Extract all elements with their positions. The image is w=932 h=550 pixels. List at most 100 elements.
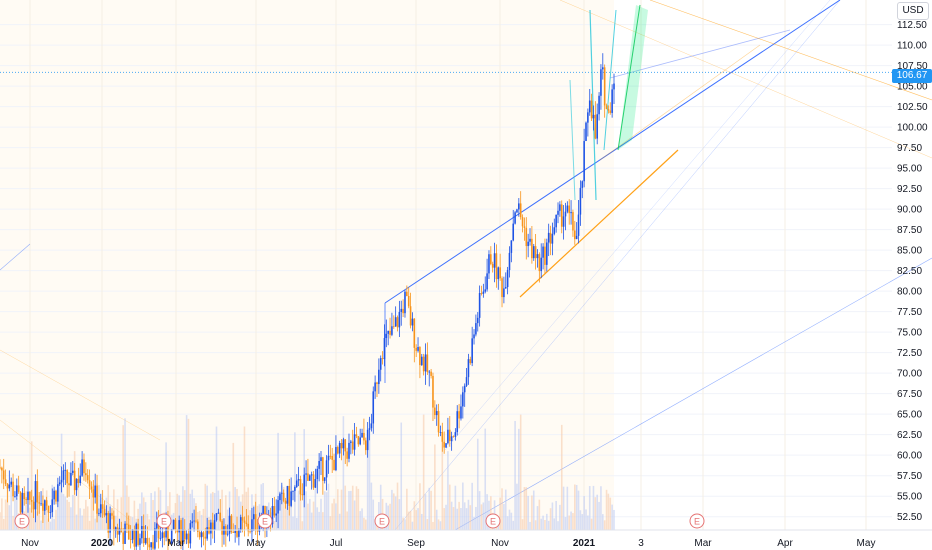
volume-bar bbox=[131, 517, 134, 530]
volume-bar bbox=[170, 514, 173, 530]
candle-body bbox=[92, 489, 95, 498]
volume-bar bbox=[2, 518, 5, 530]
candle-body bbox=[4, 479, 7, 484]
candle-body bbox=[605, 105, 608, 110]
volume-bar bbox=[327, 483, 330, 530]
volume-bar bbox=[469, 505, 472, 530]
candle-body bbox=[562, 216, 565, 227]
volume-bar bbox=[288, 501, 291, 530]
volume-bar bbox=[331, 503, 333, 530]
candle-body bbox=[456, 411, 459, 433]
candle-body bbox=[566, 205, 569, 212]
candle-body bbox=[219, 512, 222, 521]
volume-bar bbox=[79, 508, 82, 530]
volume-bar bbox=[286, 500, 289, 530]
volume-bar bbox=[579, 510, 582, 530]
volume-bar bbox=[281, 485, 283, 530]
candle-body bbox=[277, 500, 279, 514]
candle-body bbox=[141, 526, 143, 539]
volume-bar bbox=[282, 487, 285, 530]
candle-body bbox=[318, 460, 320, 469]
trend-line bbox=[0, 349, 161, 441]
candle-body bbox=[559, 204, 561, 211]
y-tick-label: 85.00 bbox=[897, 246, 922, 257]
earnings-marker bbox=[485, 513, 501, 529]
volume-bar bbox=[344, 485, 347, 530]
volume-bar bbox=[447, 451, 449, 530]
candle-body bbox=[301, 494, 304, 496]
candle-body bbox=[101, 504, 104, 509]
candle-body bbox=[353, 434, 356, 450]
price-axis[interactable]: 112.50 110.00 107.50 105.00 102.50 100.00 97.5… bbox=[897, 20, 928, 523]
volume-bar bbox=[575, 484, 578, 530]
x-tick-label: Sep bbox=[407, 538, 425, 549]
currency-badge[interactable]: USD bbox=[897, 2, 929, 20]
y-tick-label: 97.50 bbox=[897, 143, 922, 154]
candle-body bbox=[193, 520, 195, 522]
candle-body bbox=[135, 523, 138, 547]
candle-body bbox=[14, 496, 16, 498]
candle-body bbox=[491, 263, 494, 268]
candle-body bbox=[385, 333, 388, 339]
volume-bar bbox=[292, 516, 294, 530]
candle-body bbox=[230, 515, 233, 533]
candle-body bbox=[12, 481, 14, 497]
candle-body bbox=[611, 89, 613, 113]
candle-body bbox=[519, 203, 522, 218]
candle-body bbox=[596, 114, 599, 139]
candle-body bbox=[609, 110, 612, 113]
candle-body bbox=[148, 544, 151, 548]
volume-bar bbox=[402, 517, 404, 530]
candle-body bbox=[392, 326, 395, 328]
volume-bar bbox=[465, 508, 468, 530]
volume-bar bbox=[406, 488, 408, 530]
candle-body bbox=[109, 513, 111, 533]
volume-bar bbox=[574, 484, 576, 530]
volume-bar bbox=[562, 486, 565, 530]
volume-bar bbox=[221, 489, 223, 530]
volume-bar bbox=[116, 499, 119, 530]
volume-bar bbox=[215, 426, 218, 530]
x-tick-label: Nov bbox=[21, 538, 39, 549]
volume-bar bbox=[435, 509, 438, 530]
volume-bar bbox=[189, 493, 192, 530]
candle-body bbox=[83, 459, 85, 474]
volume-bar bbox=[564, 517, 567, 530]
candle-body bbox=[350, 441, 352, 443]
candle-body bbox=[575, 235, 578, 240]
y-tick-label: 62.50 bbox=[897, 430, 922, 441]
y-tick-label: 90.00 bbox=[897, 205, 922, 216]
trend-line bbox=[454, 257, 932, 531]
volume-bar bbox=[301, 521, 304, 530]
volume-bar bbox=[122, 425, 124, 530]
volume-bar bbox=[247, 487, 250, 530]
time-axis[interactable]: Nov 2020 Mar May Jul Sep Nov 2021 3 Mar Apr May bbox=[0, 529, 932, 549]
earnings-marker-label: E bbox=[694, 517, 700, 527]
volume-bar bbox=[176, 493, 179, 530]
candle-body bbox=[249, 531, 251, 533]
volume-bar bbox=[484, 428, 487, 530]
earnings-marker-label: E bbox=[262, 517, 268, 527]
volume-bar bbox=[154, 491, 156, 530]
candle-body bbox=[523, 226, 526, 228]
y-tick-label: 110.00 bbox=[897, 41, 927, 52]
volume-bar bbox=[62, 493, 65, 530]
volume-bar bbox=[75, 514, 78, 530]
candle-body bbox=[180, 520, 182, 545]
candle-body bbox=[501, 278, 503, 298]
candle-body bbox=[600, 69, 602, 96]
volume-bar bbox=[0, 512, 1, 530]
candle-body bbox=[38, 502, 40, 504]
candle-body bbox=[574, 230, 576, 240]
volume-bar bbox=[198, 510, 201, 530]
volume-bar bbox=[53, 518, 55, 530]
candle-body bbox=[516, 209, 518, 213]
volume-bar bbox=[284, 501, 287, 530]
volume-bar bbox=[294, 432, 296, 530]
candle-body bbox=[439, 432, 442, 433]
candle-body bbox=[34, 481, 37, 510]
volume-bar bbox=[213, 492, 216, 530]
candle-body bbox=[607, 109, 610, 111]
